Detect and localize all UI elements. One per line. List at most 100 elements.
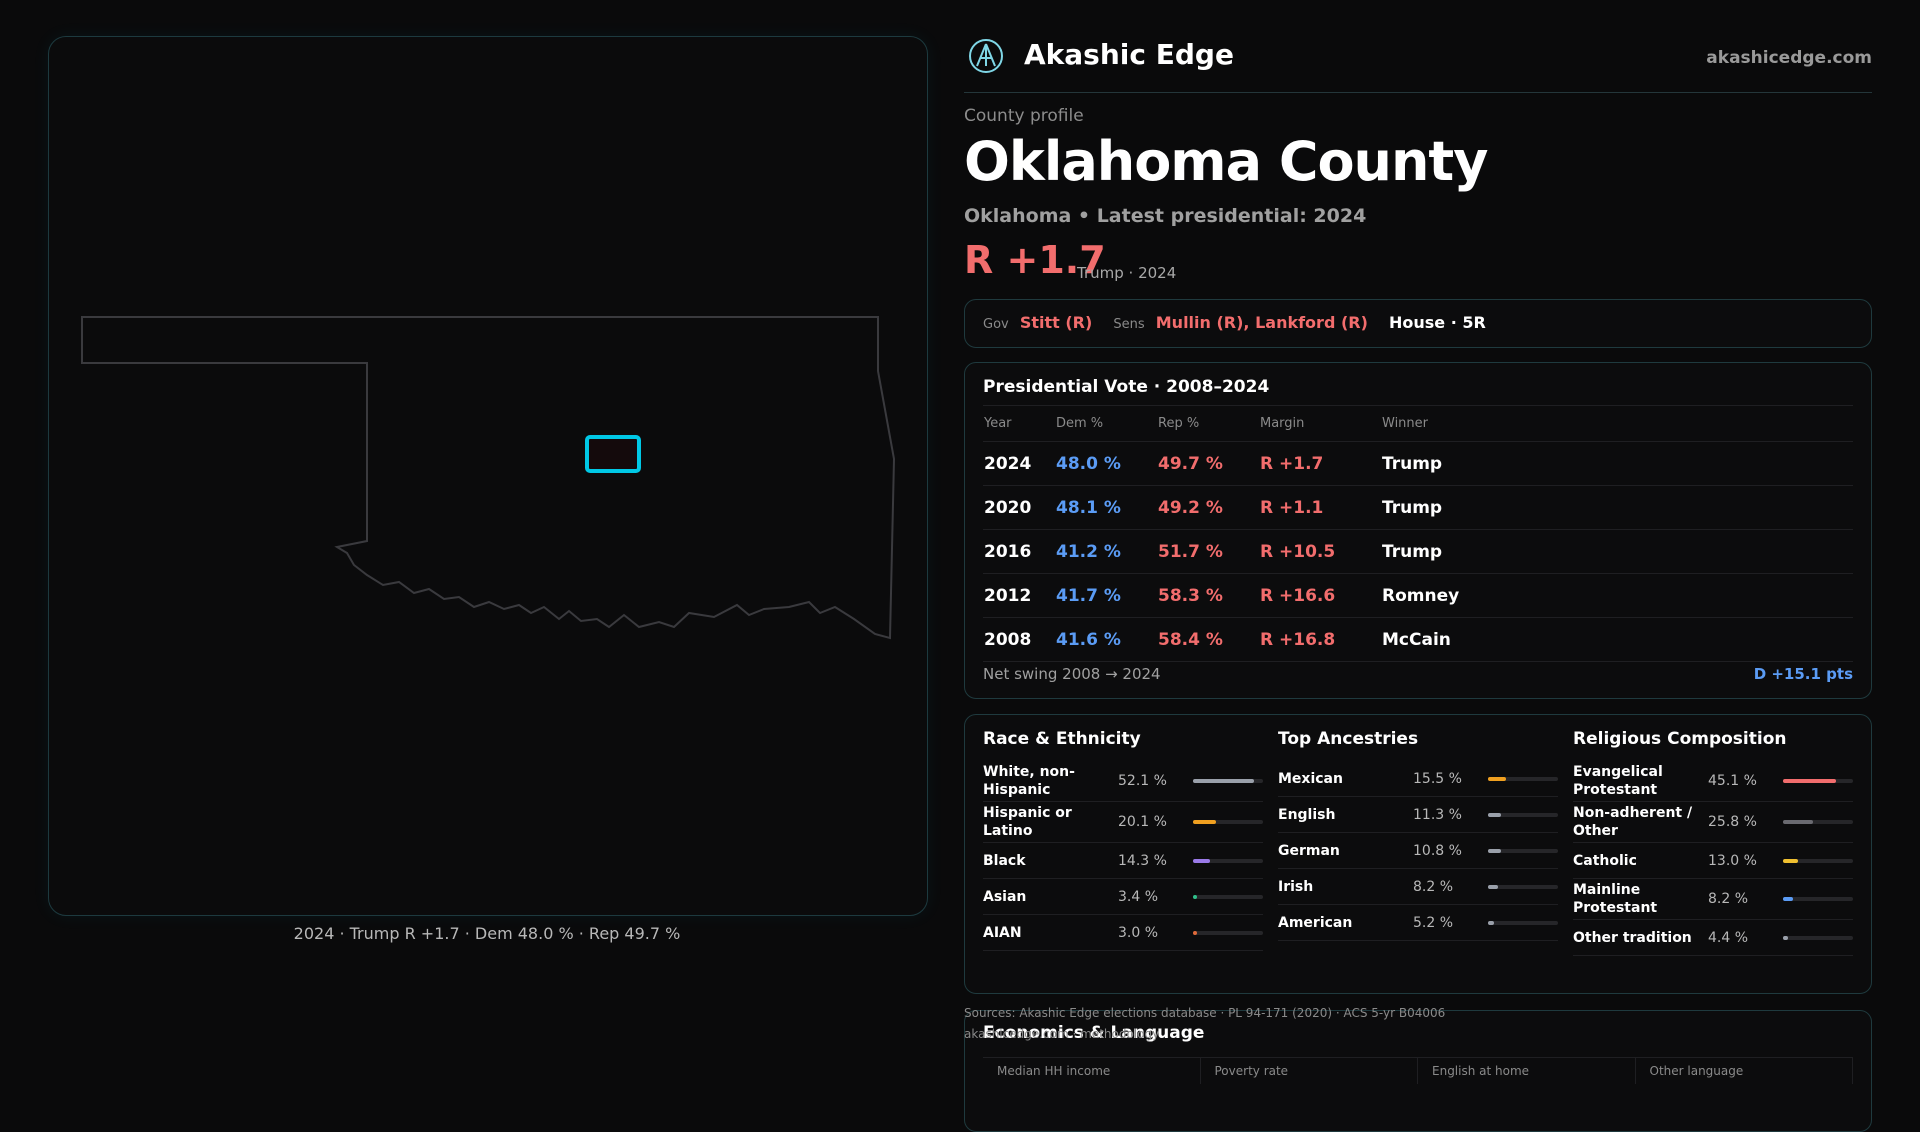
demographic-row: Hispanic or Latino 20.1 %	[983, 802, 1263, 843]
demographic-name: Catholic	[1573, 852, 1637, 869]
row-dem: 41.2 %	[1055, 529, 1157, 574]
demographic-row: American 5.2 %	[1278, 905, 1558, 941]
demographic-bar-fill	[1783, 935, 1789, 940]
sens-value: Mullin (R), Lankford (R)	[1155, 313, 1368, 332]
demographic-bar	[1488, 884, 1558, 889]
row-winner: Trump	[1381, 485, 1853, 530]
demographic-bar	[1783, 897, 1853, 901]
race-ethnicity-title: Race & Ethnicity	[983, 729, 1141, 749]
demographic-percent: 45.1 %	[1708, 773, 1757, 789]
demographic-percent: 3.4 %	[1118, 888, 1159, 905]
demographic-bar	[1488, 776, 1558, 781]
demographic-percent: 8.2 %	[1708, 891, 1749, 907]
row-margin: R +10.5	[1259, 529, 1381, 574]
col-rep: Rep %	[1157, 405, 1259, 442]
row-rep: 51.7 %	[1157, 529, 1259, 574]
row-winner: McCain	[1381, 617, 1853, 662]
demographic-name: AIAN	[983, 924, 1022, 941]
demographic-percent: 8.2 %	[1413, 878, 1454, 895]
headline-margin-note: Trump · 2024	[1077, 264, 1177, 282]
demographic-name: Irish	[1278, 878, 1314, 895]
demographic-name: American	[1278, 914, 1353, 931]
economics-title: Economics & Language	[983, 1023, 1205, 1043]
demographic-bar	[1193, 894, 1263, 899]
demographic-percent: 20.1 %	[1118, 814, 1167, 830]
demographic-row: English 11.3 %	[1278, 797, 1558, 833]
demographic-bar	[1193, 930, 1263, 935]
row-year: 2008	[983, 617, 1055, 662]
row-rep: 58.3 %	[1157, 573, 1259, 618]
presidential-vote-table: Year Dem % Rep % Margin Winner 2024 48.0…	[983, 405, 1853, 662]
col-year: Year	[983, 405, 1055, 442]
county-map[interactable]	[48, 36, 928, 916]
econ-col-income: Median HH income	[983, 1058, 1201, 1084]
demographic-percent: 3.0 %	[1118, 924, 1159, 941]
brand-url[interactable]: akashicedge.com	[1706, 48, 1872, 68]
demographic-bar-fill	[1193, 858, 1210, 863]
county-highlight[interactable]	[585, 435, 641, 473]
demographic-bar-fill	[1488, 776, 1507, 781]
demographic-bar-fill	[1783, 779, 1836, 783]
demographic-percent: 52.1 %	[1118, 773, 1167, 789]
net-swing-value: D +15.1 pts	[1753, 665, 1853, 683]
demographic-percent: 15.5 %	[1413, 770, 1462, 787]
gov-label: Gov	[983, 317, 1009, 332]
col-winner: Winner	[1381, 405, 1853, 442]
demographic-bar	[1783, 779, 1853, 783]
demographic-percent: 10.8 %	[1413, 842, 1462, 859]
sources-note-link[interactable]: akashicedge.com · methodology	[964, 1027, 1160, 1041]
row-margin: R +1.1	[1259, 485, 1381, 530]
table-row: 2008 41.6 % 58.4 % R +16.8 McCain	[983, 617, 1853, 662]
col-margin: Margin	[1259, 405, 1381, 442]
demographic-row: German 10.8 %	[1278, 833, 1558, 869]
race-ethnicity-column: Race & Ethnicity White, non-Hispanic 52.1…	[983, 729, 1263, 951]
table-row: 2020 48.1 % 49.2 % R +1.1 Trump	[983, 485, 1853, 530]
demographic-name: Mexican	[1278, 770, 1343, 787]
row-dem: 48.0 %	[1055, 441, 1157, 486]
row-margin: R +16.6	[1259, 573, 1381, 618]
demographic-bar-fill	[1488, 920, 1495, 925]
page-title: Oklahoma County	[964, 130, 1488, 193]
demographic-percent: 13.0 %	[1708, 852, 1757, 869]
row-year: 2012	[983, 573, 1055, 618]
demographic-row: Black 14.3 %	[983, 843, 1263, 879]
demographic-percent: 14.3 %	[1118, 852, 1167, 869]
demographic-bar-fill	[1193, 930, 1197, 935]
demographic-bar-fill	[1193, 894, 1197, 899]
demographic-bar	[1783, 858, 1853, 863]
row-winner: Trump	[1381, 441, 1853, 486]
presidential-vote-card: Presidential Vote · 2008–2024 Year Dem %…	[964, 362, 1872, 699]
akashic-edge-logo-icon[interactable]	[968, 38, 1004, 74]
row-margin: R +16.8	[1259, 617, 1381, 662]
demographic-bar-fill	[1488, 812, 1502, 817]
demographic-row: Catholic 13.0 %	[1573, 843, 1853, 879]
demographic-percent: 4.4 %	[1708, 929, 1749, 946]
row-dem: 48.1 %	[1055, 485, 1157, 530]
religious-composition-title: Religious Composition	[1573, 729, 1787, 749]
demographic-row: Other tradition 4.4 %	[1573, 920, 1853, 956]
net-swing-label: Net swing 2008 → 2024	[983, 665, 1161, 683]
brand-header: Akashic Edge akashicedge.com	[964, 36, 1872, 93]
demographic-row: AIAN 3.0 %	[983, 915, 1263, 951]
table-row: 2012 41.7 % 58.3 % R +16.6 Romney	[983, 573, 1853, 618]
demographic-name: Asian	[983, 888, 1027, 905]
row-margin: R +1.7	[1259, 441, 1381, 486]
demographic-name: White, non-Hispanic	[983, 764, 1075, 798]
brand-name[interactable]: Akashic Edge	[1024, 38, 1234, 71]
econ-col-poverty: Poverty rate	[1201, 1058, 1418, 1084]
econ-col-other-language: Other language	[1636, 1058, 1853, 1084]
demographic-name: Evangelical Protestant	[1573, 764, 1663, 798]
demographic-bar	[1488, 920, 1558, 925]
row-year: 2024	[983, 441, 1055, 486]
row-winner: Trump	[1381, 529, 1853, 574]
top-ancestries-title: Top Ancestries	[1278, 729, 1419, 749]
demographic-percent: 25.8 %	[1708, 814, 1757, 830]
sens-label: Sens	[1113, 317, 1145, 332]
headline-margin: R +1.7	[964, 238, 1106, 282]
demographic-bar-fill	[1783, 897, 1793, 901]
sources-note: Sources: Akashic Edge elections database…	[964, 1006, 1446, 1020]
demographic-name: Mainline Protestant	[1573, 882, 1658, 916]
econ-col-english: English at home	[1418, 1058, 1636, 1084]
demographic-row: Evangelical Protestant 45.1 %	[1573, 761, 1853, 802]
demographic-bar	[1488, 812, 1558, 817]
